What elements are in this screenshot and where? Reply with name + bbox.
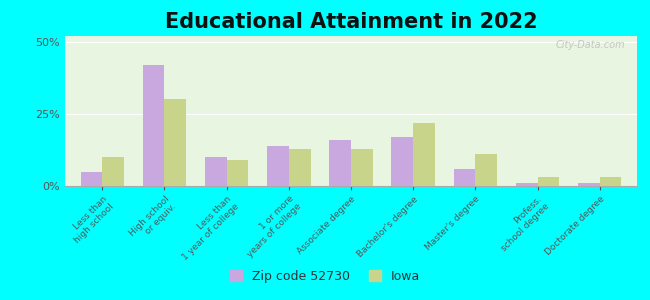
- Text: City-Data.com: City-Data.com: [556, 40, 625, 50]
- Bar: [578, 183, 600, 186]
- Bar: [351, 148, 372, 186]
- Bar: [515, 183, 538, 186]
- Bar: [267, 146, 289, 186]
- Bar: [330, 140, 351, 186]
- Legend: Zip code 52730, Iowa: Zip code 52730, Iowa: [224, 265, 426, 288]
- Bar: [289, 148, 311, 186]
- Bar: [81, 172, 102, 186]
- Bar: [600, 177, 621, 186]
- Bar: [143, 65, 164, 186]
- Bar: [475, 154, 497, 186]
- Bar: [227, 160, 248, 186]
- Bar: [205, 157, 227, 186]
- Bar: [454, 169, 475, 186]
- Bar: [413, 122, 435, 186]
- Bar: [538, 177, 559, 186]
- Bar: [102, 157, 124, 186]
- Title: Educational Attainment in 2022: Educational Attainment in 2022: [164, 12, 538, 32]
- Bar: [164, 100, 187, 186]
- Bar: [391, 137, 413, 186]
